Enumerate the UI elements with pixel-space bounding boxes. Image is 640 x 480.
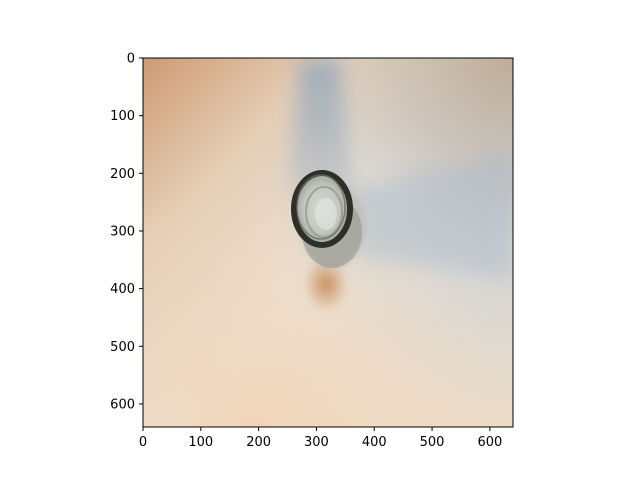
x-tick-label: 500 [420,435,445,450]
y-tick-label: 600 [110,397,135,412]
bottle-rim-highlight [296,174,346,240]
y-axis-ticks: 0 100 200 300 400 500 600 [110,52,143,412]
x-axis-ticks: 0 100 200 300 400 500 600 [139,427,502,450]
x-tick-label: 600 [477,435,502,450]
y-tick-label: 0 [127,52,135,67]
x-tick-label: 400 [362,435,387,450]
photo [143,58,513,427]
x-tick-label: 300 [304,435,329,450]
axes-frame [142,57,514,428]
blue-shadow-right [350,150,513,280]
x-tick-label: 200 [246,435,271,450]
y-tick-label: 100 [110,109,135,124]
x-tick-label: 0 [139,435,147,450]
bottle-rim [291,170,353,248]
orange-shadow [304,256,348,312]
blue-shadow [290,58,356,200]
bottle-inner-ring [305,186,343,238]
bottle-inner-highlight [315,198,337,230]
x-tick-label: 100 [188,435,213,450]
y-tick-label: 400 [110,282,135,297]
y-tick-label: 500 [110,340,135,355]
y-tick-label: 200 [110,167,135,182]
y-tick-label: 300 [110,224,135,239]
